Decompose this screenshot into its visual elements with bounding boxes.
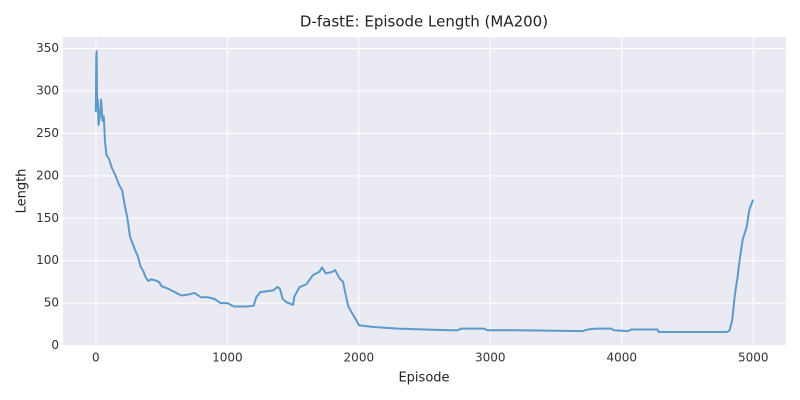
y-tick-label: 200 (36, 168, 59, 182)
y-tick-label: 350 (36, 41, 59, 55)
x-tick-label: 3000 (475, 351, 506, 365)
y-tick-label: 250 (36, 126, 59, 140)
x-tick-label: 5000 (738, 351, 769, 365)
x-axis-label: Episode (398, 371, 449, 386)
y-tick-label: 150 (36, 211, 59, 225)
x-tick-label: 1000 (212, 351, 243, 365)
x-tick-label: 0 (92, 351, 100, 365)
y-tick-label: 300 (36, 83, 59, 97)
x-tick-label: 4000 (607, 351, 638, 365)
y-tick-label: 50 (44, 296, 59, 310)
data-line (94, 50, 755, 333)
chart-title: D-fastE: Episode Length (MA200) (300, 13, 548, 31)
x-tick-label: 2000 (344, 351, 375, 365)
y-axis-label: Length (15, 169, 30, 214)
y-tick-label: 0 (51, 338, 59, 352)
y-tick-label: 100 (36, 253, 59, 267)
plot-area (63, 37, 786, 346)
